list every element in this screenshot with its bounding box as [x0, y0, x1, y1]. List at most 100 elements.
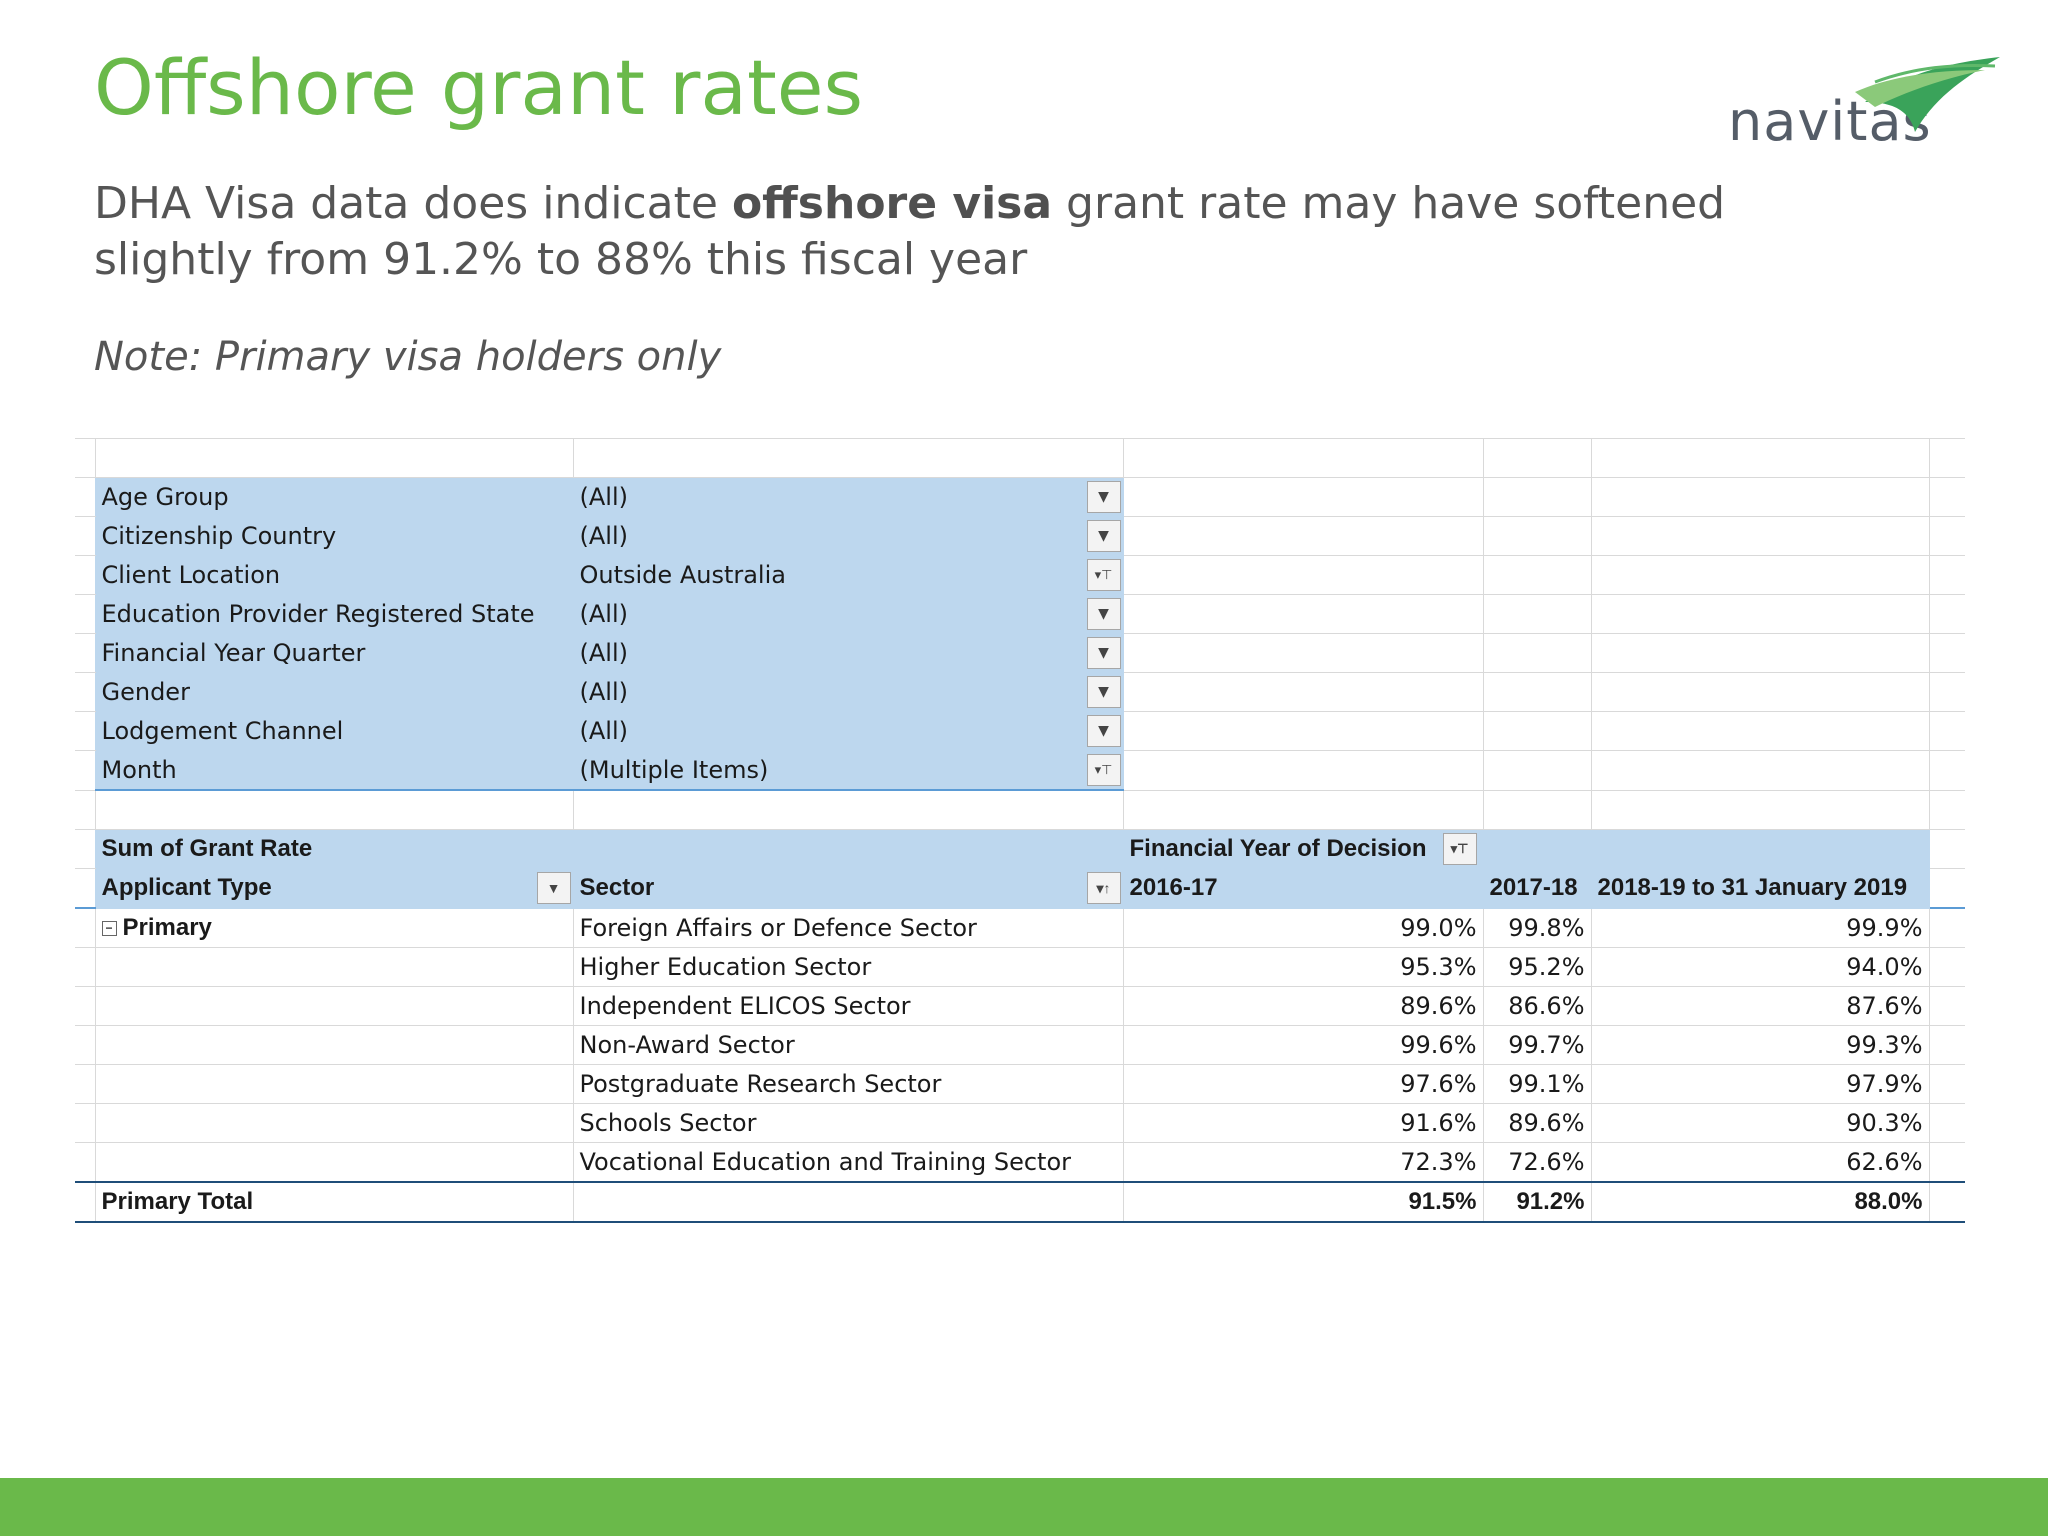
gutter-cell — [75, 829, 95, 869]
subtitle-emphasis: offshore visa — [731, 178, 1053, 229]
empty-cell — [1482, 750, 1592, 791]
empty-cell — [1122, 555, 1484, 595]
year-header-text: 2017-18 — [1489, 874, 1578, 901]
year-header-text: 2018-19 to 31 January 2019 — [1597, 874, 1908, 901]
gutter-cell — [1929, 516, 1965, 556]
chevron-down-icon: ▼ — [1098, 606, 1109, 622]
empty-cell — [1590, 555, 1930, 595]
year-header: 2017-18 — [1482, 868, 1592, 909]
gutter-cell — [75, 1142, 95, 1183]
empty-cell — [94, 438, 574, 478]
dropdown-button[interactable]: ▼ — [1086, 715, 1121, 747]
empty-cell — [1590, 750, 1930, 791]
sector-cell-text: Foreign Affairs or Defence Sector — [579, 914, 977, 942]
navitas-logo: navitas — [1720, 52, 2020, 162]
applicant-type-cell — [94, 947, 574, 987]
dropdown-button[interactable]: ▼ — [536, 872, 571, 904]
empty-cell — [1122, 633, 1484, 673]
empty-cell — [1482, 789, 1592, 830]
collapse-icon[interactable]: − — [101, 921, 117, 937]
filter-value[interactable]: (All) ▼ — [572, 477, 1124, 517]
grant-rate-cell: 86.6% — [1482, 986, 1592, 1026]
gutter-cell — [1929, 986, 1965, 1026]
gutter-cell — [1929, 907, 1965, 948]
sector-cell: Foreign Affairs or Defence Sector — [572, 907, 1124, 948]
empty-cell — [1482, 633, 1592, 673]
filter-value[interactable]: Outside Australia ▾⊤ — [572, 555, 1124, 595]
dropdown-button[interactable]: ▼ — [1086, 598, 1121, 630]
filter-value[interactable]: (All) ▼ — [572, 672, 1124, 712]
filter-value[interactable]: (All) ▼ — [572, 516, 1124, 556]
sector-header[interactable]: Sector ▾↑ — [572, 868, 1124, 909]
dropdown-button[interactable]: ▼ — [1086, 520, 1121, 552]
group-label: Primary — [122, 914, 212, 941]
filter-value-text: (Multiple Items) — [579, 756, 769, 784]
empty-cell — [1590, 633, 1930, 673]
total-label: Primary Total — [94, 1181, 574, 1223]
chevron-down-icon: ▼ — [1098, 645, 1109, 661]
grant-rate-cell: 89.6% — [1482, 1103, 1592, 1143]
gutter-cell — [1929, 1025, 1965, 1065]
gutter-cell — [75, 672, 95, 712]
sector-cell-text: Independent ELICOS Sector — [579, 992, 911, 1020]
empty-cell — [1590, 672, 1930, 712]
empty-cell — [1122, 711, 1484, 751]
filter-label-text: Education Provider Registered State — [101, 600, 535, 628]
sum-label-text: Sum of Grant Rate — [101, 835, 313, 862]
dropdown-button[interactable]: ▼ — [1086, 676, 1121, 708]
empty-cell — [1590, 477, 1930, 517]
filter-label: Age Group — [94, 477, 574, 517]
filter-label-text: Lodgement Channel — [101, 717, 344, 745]
sector-cell-text: Non-Award Sector — [579, 1031, 795, 1059]
filter-dropdown-button[interactable]: ▾⊤ — [1086, 559, 1121, 591]
gutter-cell — [75, 1064, 95, 1104]
grant-rate-cell-text: 97.9% — [1846, 1070, 1923, 1098]
dropdown-button[interactable]: ▾↑ — [1086, 872, 1121, 904]
grant-rate-cell-text: 99.1% — [1508, 1070, 1585, 1098]
filter-value-text: (All) — [579, 678, 628, 706]
total-value-cell: 91.5% — [1122, 1181, 1484, 1223]
filter-label: Lodgement Channel — [94, 711, 574, 751]
filter-value-text: Outside Australia — [579, 561, 786, 589]
col-group-label[interactable]: Financial Year of Decision ▾⊤ — [1122, 829, 1484, 869]
chevron-down-icon: ▼ — [1098, 684, 1109, 700]
filter-label-text: Client Location — [101, 561, 281, 589]
chevron-down-icon: ▼ — [1098, 723, 1109, 739]
filter-value[interactable]: (All) ▼ — [572, 633, 1124, 673]
slide-title: Offshore grant rates — [94, 43, 864, 132]
filter-value-text: (All) — [579, 639, 628, 667]
pivot-table: Age Group (All) ▼ Citizenship Country (All) ▼… — [75, 438, 1965, 1223]
total-value-cell-text: 91.5% — [1408, 1188, 1477, 1215]
gutter-cell — [75, 1025, 95, 1065]
empty-cell — [572, 789, 1124, 830]
filter-label-text: Citizenship Country — [101, 522, 337, 550]
gutter-cell — [1929, 555, 1965, 595]
filter-label-text: Month — [101, 756, 177, 784]
filter-label-text: Gender — [101, 678, 190, 706]
filter-value-text: (All) — [579, 483, 628, 511]
subtitle-tail: grant rate may have softened slightly fr… — [94, 178, 1726, 285]
empty-cell — [1590, 711, 1930, 751]
chevron-down-icon: ▼ — [1098, 489, 1109, 505]
grant-rate-cell: 99.3% — [1590, 1025, 1930, 1065]
grant-rate-cell: 91.6% — [1122, 1103, 1484, 1143]
total-value-cell-text: 88.0% — [1854, 1188, 1923, 1215]
filter-dropdown-button[interactable]: ▾⊤ — [1086, 754, 1121, 786]
gutter-cell — [75, 1103, 95, 1143]
gutter-cell — [1929, 1181, 1965, 1223]
dropdown-button[interactable]: ▼ — [1086, 637, 1121, 669]
gutter-cell — [1929, 633, 1965, 673]
filter-value[interactable]: (All) ▼ — [572, 711, 1124, 751]
empty-cell — [1482, 516, 1592, 556]
slide-note: Note: Primary visa holders only — [94, 334, 722, 380]
grant-rate-cell-text: 95.3% — [1400, 953, 1477, 981]
filter-value[interactable]: (All) ▼ — [572, 594, 1124, 634]
dropdown-button[interactable]: ▼ — [1086, 481, 1121, 513]
applicant-type-header[interactable]: Applicant Type ▼ — [94, 868, 574, 909]
grant-rate-cell-text: 99.0% — [1400, 914, 1477, 942]
gutter-cell — [75, 907, 95, 948]
applicant-type-cell[interactable]: − Primary — [94, 907, 574, 948]
filter-dropdown-button[interactable]: ▾⊤ — [1442, 833, 1477, 865]
filter-value[interactable]: (Multiple Items) ▾⊤ — [572, 750, 1124, 791]
gutter-cell — [1929, 868, 1965, 909]
